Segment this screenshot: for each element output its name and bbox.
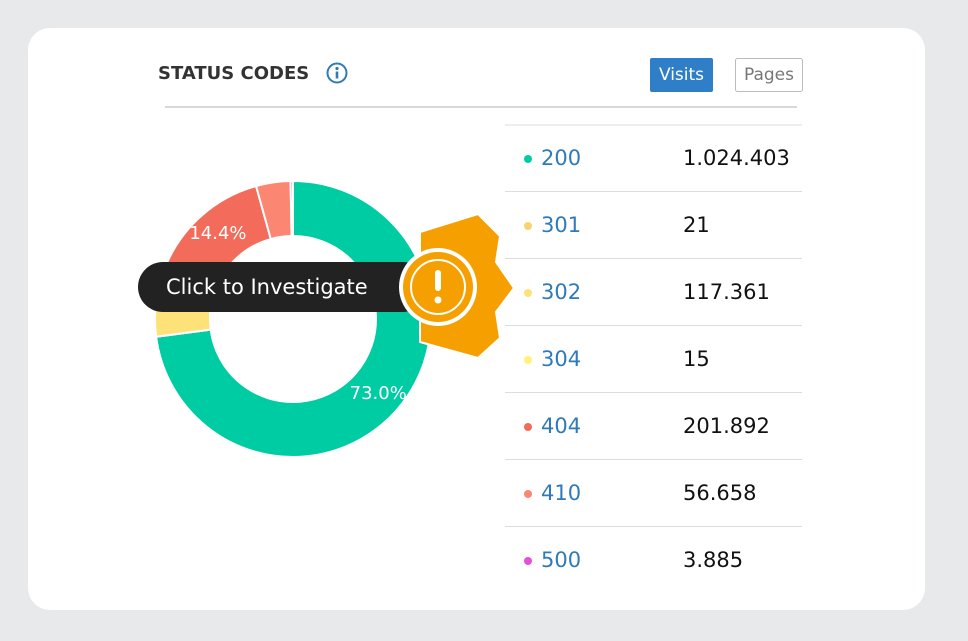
widget-title: STATUS CODES — [158, 63, 309, 84]
status-code-link[interactable]: 404 — [541, 414, 581, 438]
legend-dot — [524, 222, 532, 230]
tooltip-body[interactable] — [138, 262, 428, 312]
legend-dot — [524, 557, 532, 565]
donut-slice — [289, 179, 294, 238]
status-code-link[interactable]: 304 — [541, 347, 581, 371]
status-code-link[interactable]: 200 — [541, 146, 581, 170]
legend-dot — [524, 423, 532, 431]
status-count: 1.024.403 — [683, 146, 790, 170]
tooltip[interactable]: Click to Investigate — [138, 262, 428, 312]
status-code-link[interactable]: 301 — [541, 213, 581, 237]
status-code-link[interactable]: 410 — [541, 481, 581, 505]
pages-button[interactable] — [735, 58, 803, 92]
status-count: 201.892 — [683, 414, 770, 438]
investigate-badge[interactable] — [399, 213, 515, 359]
visits-button-label[interactable]: Visits — [659, 65, 704, 85]
donut-chart: 73.0% 14.4% — [154, 179, 432, 458]
status-code-link[interactable]: 302 — [541, 280, 581, 304]
status-code-link[interactable]: 500 — [541, 548, 581, 572]
status-count: 15 — [683, 347, 710, 371]
visits-button[interactable] — [650, 58, 713, 92]
status-count: 21 — [683, 213, 710, 237]
slice-label: 73.0% — [350, 383, 407, 404]
status-count: 117.361 — [683, 280, 770, 304]
legend-dot — [524, 356, 532, 364]
legend-dot — [524, 155, 532, 163]
status-count: 3.885 — [683, 548, 743, 572]
tooltip-text[interactable]: Click to Investigate — [166, 275, 368, 299]
status-table: 200 1.024.403 301 21 302 117.361 304 15 404 201.8… — [505, 146, 802, 572]
legend-dot — [524, 490, 532, 498]
legend-dot — [524, 289, 532, 297]
slice-label: 14.4% — [189, 223, 246, 244]
status-count: 56.658 — [683, 481, 756, 505]
pages-button-label[interactable]: Pages — [744, 65, 794, 85]
info-icon[interactable] — [326, 62, 348, 84]
